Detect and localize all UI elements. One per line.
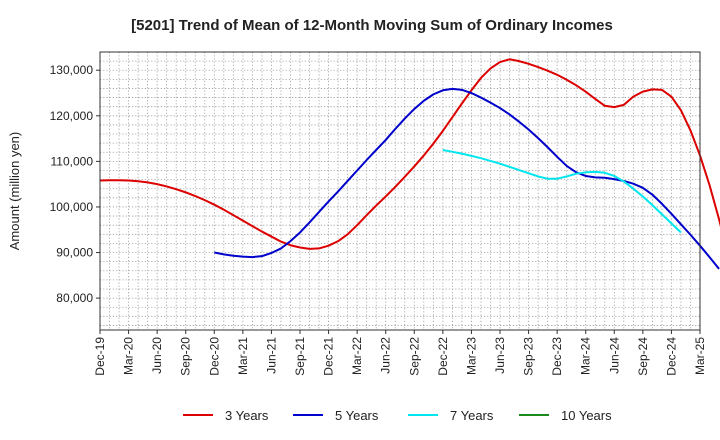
- y-tick-label: 80,000: [56, 291, 93, 305]
- plot-area: [100, 52, 700, 330]
- x-tick-label: Jun-21: [264, 337, 278, 374]
- x-tick-label: Jun-20: [150, 337, 164, 374]
- x-tick-label: Mar-24: [579, 337, 593, 375]
- series-line-7-years: [442, 148, 682, 234]
- x-tick-label: Mar-22: [350, 337, 364, 375]
- legend-label-10-years: 10 Years: [561, 408, 612, 423]
- x-tick-label: Dec-20: [207, 337, 221, 376]
- x-tick-label: Dec-23: [550, 337, 564, 376]
- legend-label-7-years: 7 Years: [450, 408, 494, 423]
- legend-label-5-years: 5 Years: [335, 408, 379, 423]
- x-tick-label: Dec-24: [664, 337, 678, 376]
- x-tick-label: Dec-22: [436, 337, 450, 376]
- legend: 3 Years 5 Years 7 Years 10 Years: [183, 408, 612, 423]
- legend-label-3-years: 3 Years: [225, 408, 269, 423]
- x-axis-ticks: Dec-19 Mar-20 Jun-20 Sep-20 Dec-20 Mar-21 Jun-…: [93, 330, 707, 376]
- x-tick-label: Sep-22: [407, 337, 421, 376]
- x-tick-label: Mar-21: [236, 337, 250, 375]
- series-line-5-years: [214, 87, 720, 270]
- x-tick-label: Dec-19: [93, 337, 107, 376]
- y-axis-ticks: 80,000 90,000 100,000 110,000 120,000 130,000: [50, 63, 100, 305]
- x-tick-label: Sep-20: [179, 337, 193, 376]
- y-tick-label: 90,000: [56, 246, 93, 260]
- plot-frame: [99, 51, 701, 331]
- y-tick-label: 120,000: [50, 109, 94, 123]
- series-layer: [99, 58, 720, 270]
- y-axis-label: Amount (million yen): [7, 132, 22, 251]
- x-tick-label: Mar-20: [122, 337, 136, 375]
- x-tick-label: Jun-23: [493, 337, 507, 374]
- y-tick-label: 100,000: [50, 200, 94, 214]
- x-tick-label: Sep-23: [522, 337, 536, 376]
- x-tick-label: Jun-24: [607, 337, 621, 374]
- grid: [100, 52, 700, 330]
- x-tick-label: Mar-23: [464, 337, 478, 375]
- y-tick-label: 130,000: [50, 63, 94, 77]
- y-tick-label: 110,000: [51, 154, 94, 168]
- series-line-3-years: [99, 58, 720, 250]
- chart-title: [5201] Trend of Mean of 12-Month Moving …: [131, 17, 613, 34]
- x-tick-label: Dec-21: [322, 337, 336, 376]
- x-tick-label: Jun-22: [379, 337, 393, 374]
- x-tick-label: Sep-24: [636, 337, 650, 376]
- x-tick-label: Mar-25: [693, 337, 707, 375]
- x-tick-label: Sep-21: [293, 337, 307, 376]
